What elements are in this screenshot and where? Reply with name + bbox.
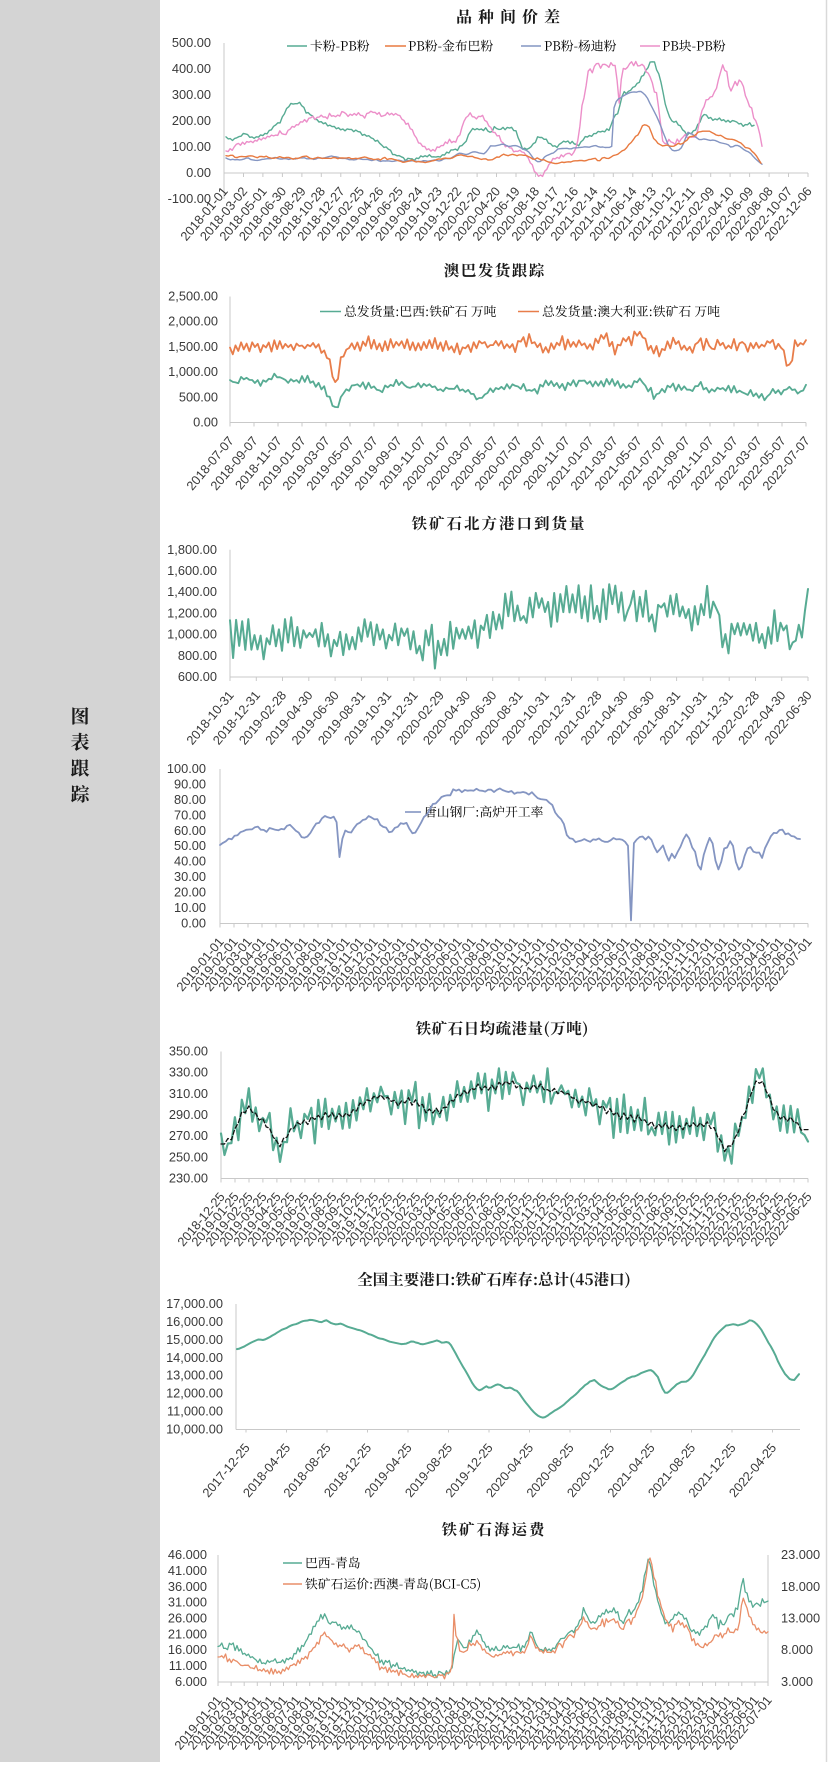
svg-text:16,000.00: 16,000.00 [166,1314,223,1329]
svg-text:0.00: 0.00 [181,916,206,931]
svg-text:200.00: 200.00 [172,113,211,128]
svg-text:270.00: 270.00 [169,1128,208,1143]
svg-text:31.000: 31.000 [168,1595,207,1610]
svg-text:100.00: 100.00 [167,761,206,776]
svg-text:40.00: 40.00 [174,854,206,869]
svg-text:30.00: 30.00 [174,869,206,884]
svg-text:26.000: 26.000 [168,1611,207,1626]
svg-text:70.00: 70.00 [174,807,206,822]
svg-text:290.00: 290.00 [169,1107,208,1122]
svg-text:350.00: 350.00 [169,1044,208,1059]
svg-text:0.00: 0.00 [186,165,211,180]
svg-text:18.000: 18.000 [781,1579,820,1594]
svg-text:13,000.00: 13,000.00 [166,1368,223,1383]
svg-text:21.000: 21.000 [168,1626,207,1641]
svg-text:0.00: 0.00 [193,415,218,430]
svg-text:1,400.00: 1,400.00 [167,584,217,599]
svg-text:20.00: 20.00 [174,885,206,900]
svg-text:60.00: 60.00 [174,823,206,838]
svg-text:310.00: 310.00 [169,1086,208,1101]
svg-text:15,000.00: 15,000.00 [166,1332,223,1347]
svg-text:50.00: 50.00 [174,838,206,853]
svg-text:300.00: 300.00 [172,87,211,102]
svg-text:100.00: 100.00 [172,139,211,154]
svg-text:14,000.00: 14,000.00 [166,1350,223,1365]
svg-text:1,200.00: 1,200.00 [167,605,217,620]
svg-text:23.000: 23.000 [781,1547,820,1562]
svg-text:1,600.00: 1,600.00 [167,563,217,578]
svg-text:12,000.00: 12,000.00 [166,1386,223,1401]
svg-text:6.000: 6.000 [175,1674,207,1689]
svg-text:800.00: 800.00 [178,648,217,663]
svg-text:1,000.00: 1,000.00 [167,627,217,642]
svg-text:11.000: 11.000 [169,1658,207,1673]
svg-text:1,500.00: 1,500.00 [168,339,218,354]
svg-text:90.00: 90.00 [174,777,206,792]
svg-text:400.00: 400.00 [172,61,211,76]
svg-text:13.000: 13.000 [781,1611,820,1626]
svg-text:-100.00: -100.00 [168,191,211,206]
svg-text:46.000: 46.000 [168,1547,207,1562]
svg-text:16.000: 16.000 [168,1642,207,1657]
svg-text:1,800.00: 1,800.00 [167,542,217,557]
svg-text:8.000: 8.000 [781,1642,813,1657]
svg-text:17,000.00: 17,000.00 [166,1296,223,1311]
svg-text:500.00: 500.00 [179,389,218,404]
svg-text:2,000.00: 2,000.00 [168,314,218,329]
svg-text:1,000.00: 1,000.00 [168,364,218,379]
svg-text:10,000.00: 10,000.00 [166,1422,223,1437]
svg-text:36.000: 36.000 [168,1579,207,1594]
svg-text:3.000: 3.000 [781,1674,813,1689]
svg-text:80.00: 80.00 [174,792,206,807]
svg-text:230.00: 230.00 [169,1171,208,1186]
svg-text:2,500.00: 2,500.00 [168,289,218,304]
svg-text:11,000.00: 11,000.00 [167,1404,223,1419]
svg-text:10.00: 10.00 [174,900,206,915]
svg-text:330.00: 330.00 [169,1065,208,1080]
svg-text:600.00: 600.00 [178,669,217,684]
svg-text:250.00: 250.00 [169,1149,208,1164]
svg-text:41.000: 41.000 [168,1563,207,1578]
svg-text:500.00: 500.00 [172,35,211,50]
